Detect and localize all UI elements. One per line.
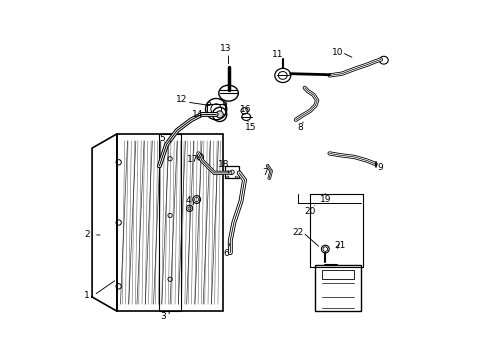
Bar xyxy=(117,134,223,311)
Bar xyxy=(315,265,361,311)
Text: 10: 10 xyxy=(331,48,343,57)
Text: 1: 1 xyxy=(84,291,89,300)
Text: 12: 12 xyxy=(175,95,187,104)
Text: 7: 7 xyxy=(261,168,267,177)
Ellipse shape xyxy=(216,111,223,118)
Text: 8: 8 xyxy=(297,123,303,132)
Text: 20: 20 xyxy=(304,207,315,216)
Text: 9: 9 xyxy=(376,163,382,172)
Text: 16: 16 xyxy=(239,105,250,114)
Text: 13: 13 xyxy=(220,44,231,53)
Text: 22: 22 xyxy=(292,228,304,237)
Text: 6: 6 xyxy=(223,249,228,258)
Text: 11: 11 xyxy=(271,50,283,59)
Bar xyxy=(159,134,181,311)
Text: 5: 5 xyxy=(159,134,165,143)
Text: 21: 21 xyxy=(334,241,345,250)
Text: 15: 15 xyxy=(244,123,256,132)
Text: 2: 2 xyxy=(84,230,89,239)
Text: 14: 14 xyxy=(192,110,203,119)
Text: 17: 17 xyxy=(187,155,199,164)
Text: 3: 3 xyxy=(160,312,165,321)
Bar xyxy=(207,104,224,114)
Text: 4: 4 xyxy=(185,196,191,205)
Bar xyxy=(224,166,239,178)
Bar xyxy=(322,270,354,279)
Text: 18: 18 xyxy=(218,159,229,168)
Text: 19: 19 xyxy=(319,195,330,204)
